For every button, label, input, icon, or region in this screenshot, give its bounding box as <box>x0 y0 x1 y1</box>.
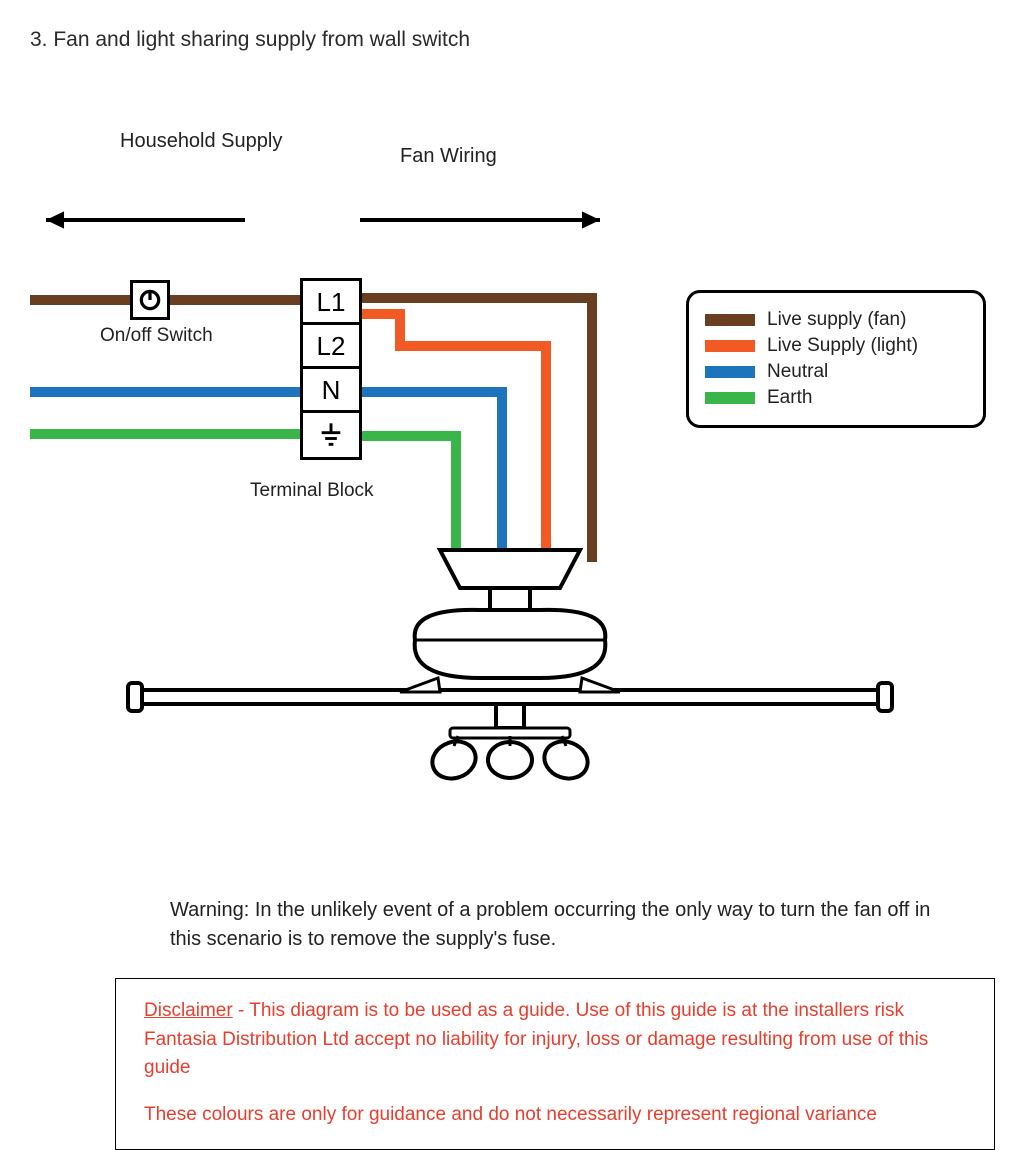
disclaimer-body2: These colours are only for guidance and … <box>144 1101 976 1130</box>
terminal-cell: N <box>303 369 359 413</box>
legend-box: Live supply (fan) Live Supply (light) Neut… <box>686 290 986 428</box>
legend-label: Earth <box>767 387 812 409</box>
warning-text: Warning: In the unlikely event of a prob… <box>170 896 940 954</box>
legend-label: Live supply (fan) <box>767 309 906 331</box>
terminal-block: L1L2N <box>300 278 362 460</box>
legend-label: Neutral <box>767 361 828 383</box>
disclaimer-body1: - This diagram is to be used as a guide.… <box>144 1000 928 1078</box>
legend-item: Earth <box>705 387 967 409</box>
terminal-cell: L1 <box>303 281 359 325</box>
legend-item: Neutral <box>705 361 967 383</box>
legend-label: Live Supply (light) <box>767 335 918 357</box>
legend-item: Live supply (fan) <box>705 309 967 331</box>
legend-swatch <box>705 314 755 326</box>
page: 3. Fan and light sharing supply from wal… <box>0 0 1024 1140</box>
terminal-cell: L2 <box>303 325 359 369</box>
disclaimer-box: Disclaimer - This diagram is to be used … <box>115 978 995 1150</box>
label-terminal-block: Terminal Block <box>250 480 374 502</box>
legend-swatch <box>705 340 755 352</box>
legend-item: Live Supply (light) <box>705 335 967 357</box>
label-household-supply: Household Supply <box>120 130 282 153</box>
disclaimer-line1: Disclaimer - This diagram is to be used … <box>144 997 976 1083</box>
legend-swatch <box>705 392 755 404</box>
page-title: 3. Fan and light sharing supply from wal… <box>30 28 470 52</box>
terminal-cell-earth-icon <box>303 413 359 457</box>
legend-swatch <box>705 366 755 378</box>
label-switch: On/off Switch <box>100 325 213 347</box>
disclaimer-heading: Disclaimer <box>144 1000 233 1021</box>
wiring-diagram: Household Supply Fan Wiring On/off Switc… <box>30 130 1010 870</box>
label-fan-wiring: Fan Wiring <box>400 145 497 168</box>
wall-switch-icon <box>130 280 170 320</box>
diagram-svg <box>30 130 1010 870</box>
